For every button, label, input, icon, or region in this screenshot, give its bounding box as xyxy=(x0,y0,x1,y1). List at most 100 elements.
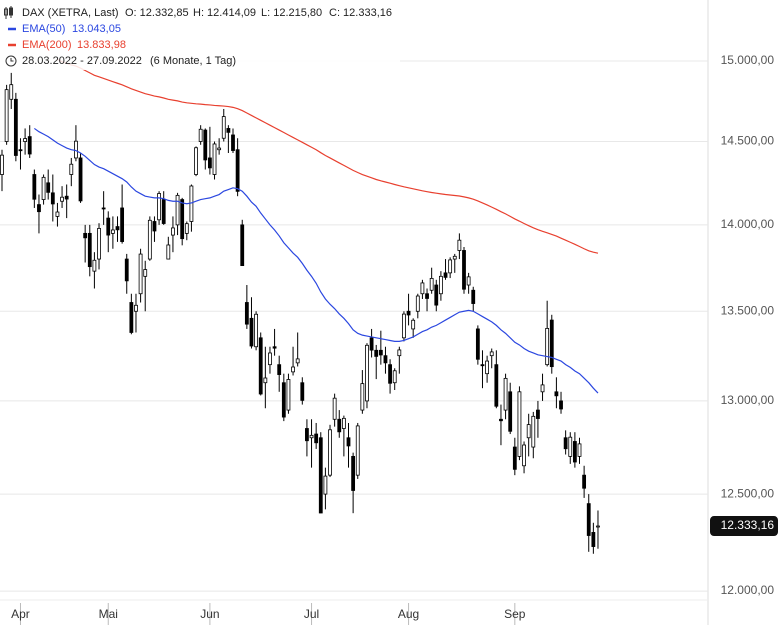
candle-body xyxy=(97,228,101,260)
last-price-label: 12.333,16 xyxy=(721,518,775,532)
candle-body xyxy=(37,204,41,213)
x-tick-label: Jul xyxy=(304,607,319,621)
candle-body xyxy=(9,84,14,100)
candle-body xyxy=(60,196,64,202)
candle-body xyxy=(378,349,383,356)
candle-body xyxy=(480,364,485,367)
ema-line xyxy=(33,127,599,394)
candle-body xyxy=(596,525,600,528)
ohlc-high: H: 12.414,09 xyxy=(193,7,256,19)
clock-icon xyxy=(5,55,17,67)
candle-body xyxy=(397,349,402,357)
x-tick-label: Aug xyxy=(398,607,419,621)
candle-body xyxy=(503,377,508,411)
period: (6 Monate, 1 Tag) xyxy=(150,55,236,67)
candle-body xyxy=(568,436,573,457)
x-tick-label: Apr xyxy=(11,607,30,621)
candle-body xyxy=(69,163,74,175)
candle-body xyxy=(337,418,342,433)
candle-body xyxy=(563,437,568,450)
candle-body xyxy=(365,344,369,402)
candle-body xyxy=(415,295,420,312)
y-tick-label: 13.500,00 xyxy=(721,303,775,317)
candle-body xyxy=(540,384,545,393)
candle-body xyxy=(249,317,254,347)
legend-value: 13.833,98 xyxy=(77,39,126,51)
candle-body xyxy=(124,258,129,282)
candle-body xyxy=(355,425,360,476)
candle-body xyxy=(314,433,319,444)
candle-body xyxy=(526,424,531,439)
candle-body xyxy=(332,397,337,420)
candle-body xyxy=(272,346,277,349)
candle-body xyxy=(572,441,577,463)
candle-body xyxy=(184,223,189,234)
y-tick-label: 15.000,00 xyxy=(721,53,775,67)
candle-body xyxy=(152,221,157,232)
candle-body xyxy=(198,128,203,142)
candle-body xyxy=(420,282,425,295)
x-tick-label: Mai xyxy=(99,607,118,621)
candle-body xyxy=(586,503,591,536)
candle-body xyxy=(545,328,550,366)
candle-body xyxy=(383,355,388,364)
candle-body xyxy=(452,255,457,260)
candle-body xyxy=(147,219,152,260)
candle-body xyxy=(388,364,392,384)
candle-body xyxy=(231,134,235,151)
candle-body xyxy=(434,284,439,306)
candle-body xyxy=(582,474,587,489)
candle-body xyxy=(323,475,328,495)
candle-body xyxy=(171,227,175,236)
candle-body xyxy=(258,337,263,395)
candle-body xyxy=(212,143,217,175)
candle-body xyxy=(318,437,323,514)
candle-body xyxy=(268,352,272,366)
y-tick-label: 14.000,00 xyxy=(721,217,775,231)
candle-body xyxy=(83,232,88,239)
candle-body xyxy=(277,364,282,375)
candle-body xyxy=(46,182,51,193)
candle-body xyxy=(462,250,466,290)
plot-area xyxy=(0,58,600,554)
candle-body xyxy=(374,349,379,357)
header-bg xyxy=(0,0,400,70)
y-tick-label: 12.500,00 xyxy=(721,486,775,500)
candle-body xyxy=(50,192,55,205)
candle-body xyxy=(263,377,268,384)
candle-body xyxy=(392,370,397,384)
candle-body xyxy=(161,199,166,224)
candle-body xyxy=(466,276,471,286)
candle-body xyxy=(309,434,314,439)
candle-body xyxy=(508,391,513,432)
candle-body xyxy=(577,443,582,457)
candle-body xyxy=(425,293,429,299)
candle-body xyxy=(406,310,411,316)
candle-body xyxy=(92,259,97,272)
candle-body xyxy=(74,140,78,159)
candle-icon xyxy=(4,6,13,19)
ohlc-low: L: 12.215,80 xyxy=(261,7,322,19)
candle-body xyxy=(522,444,526,467)
candle-body xyxy=(106,217,111,236)
candle-body xyxy=(438,275,443,295)
candle-body xyxy=(475,328,480,360)
candle-body xyxy=(138,253,143,295)
candle-body xyxy=(87,232,92,268)
candle-body xyxy=(494,364,499,407)
candle-body xyxy=(217,147,222,151)
candle-body xyxy=(129,302,134,333)
legend-value: 13.043,05 xyxy=(72,23,121,35)
candle-body xyxy=(27,136,32,155)
candle-body xyxy=(485,360,490,375)
candle-body xyxy=(429,278,434,291)
candle-body xyxy=(549,319,554,368)
y-tick-label: 12.000,00 xyxy=(721,583,775,597)
candle-body xyxy=(207,157,212,169)
candle-body xyxy=(517,391,522,457)
candle-body xyxy=(157,193,161,221)
candle-body xyxy=(536,409,540,419)
